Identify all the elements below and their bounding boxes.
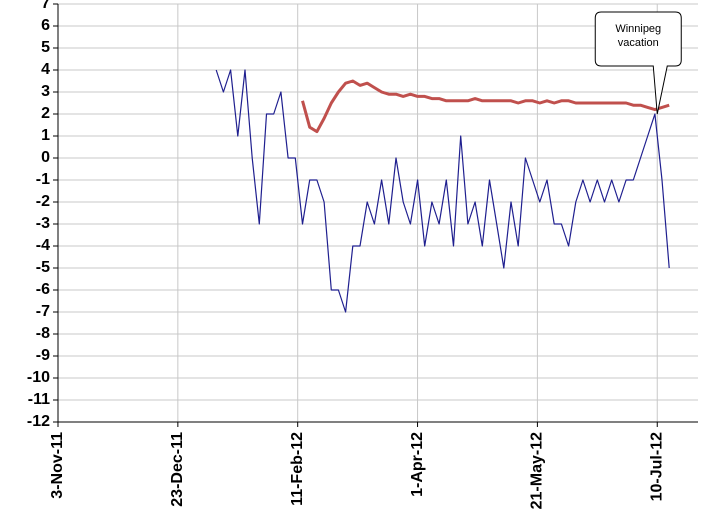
y-tick-label: -5 xyxy=(36,259,50,276)
y-tick-label: 5 xyxy=(41,39,50,56)
y-tick-label: -7 xyxy=(36,303,50,320)
y-tick-label: 4 xyxy=(41,61,50,78)
x-tick-label: 21-May-12 xyxy=(529,432,546,509)
y-tick-label: 1 xyxy=(41,127,50,144)
y-tick-label: -10 xyxy=(27,369,50,386)
callout-text-box: Winnipeg vacation xyxy=(615,23,662,49)
y-tick-label: -2 xyxy=(36,193,50,210)
x-tick-label: 11-Feb-12 xyxy=(289,432,306,506)
y-tick-label: -12 xyxy=(27,413,50,430)
y-tick-label: 2 xyxy=(41,105,50,122)
y-tick-label: 0 xyxy=(41,149,50,166)
y-tick-label: -3 xyxy=(36,215,50,232)
y-tick-label: -11 xyxy=(28,391,50,408)
y-tick-label: -4 xyxy=(36,237,50,254)
x-tick-label: 23-Dec-11 xyxy=(169,432,186,507)
y-tick-label: 6 xyxy=(41,17,50,34)
callout-box xyxy=(594,11,682,115)
x-tick-label: 10-Jul-12 xyxy=(648,432,665,501)
y-tick-label: -8 xyxy=(36,325,50,342)
data-line xyxy=(215,69,670,313)
y-tick-label: -6 xyxy=(36,281,50,298)
x-tick-label: 3-Nov-11 xyxy=(49,432,66,499)
callout-text: Winnipeg vacation xyxy=(615,23,662,49)
x-tick-label: 1-Apr-12 xyxy=(409,432,426,497)
y-tick-label: -9 xyxy=(36,347,50,364)
y-tick-label: 3 xyxy=(41,83,50,100)
data-line xyxy=(301,79,670,134)
y-tick-label: -1 xyxy=(36,171,50,188)
y-tick-label: 7 xyxy=(41,0,50,12)
